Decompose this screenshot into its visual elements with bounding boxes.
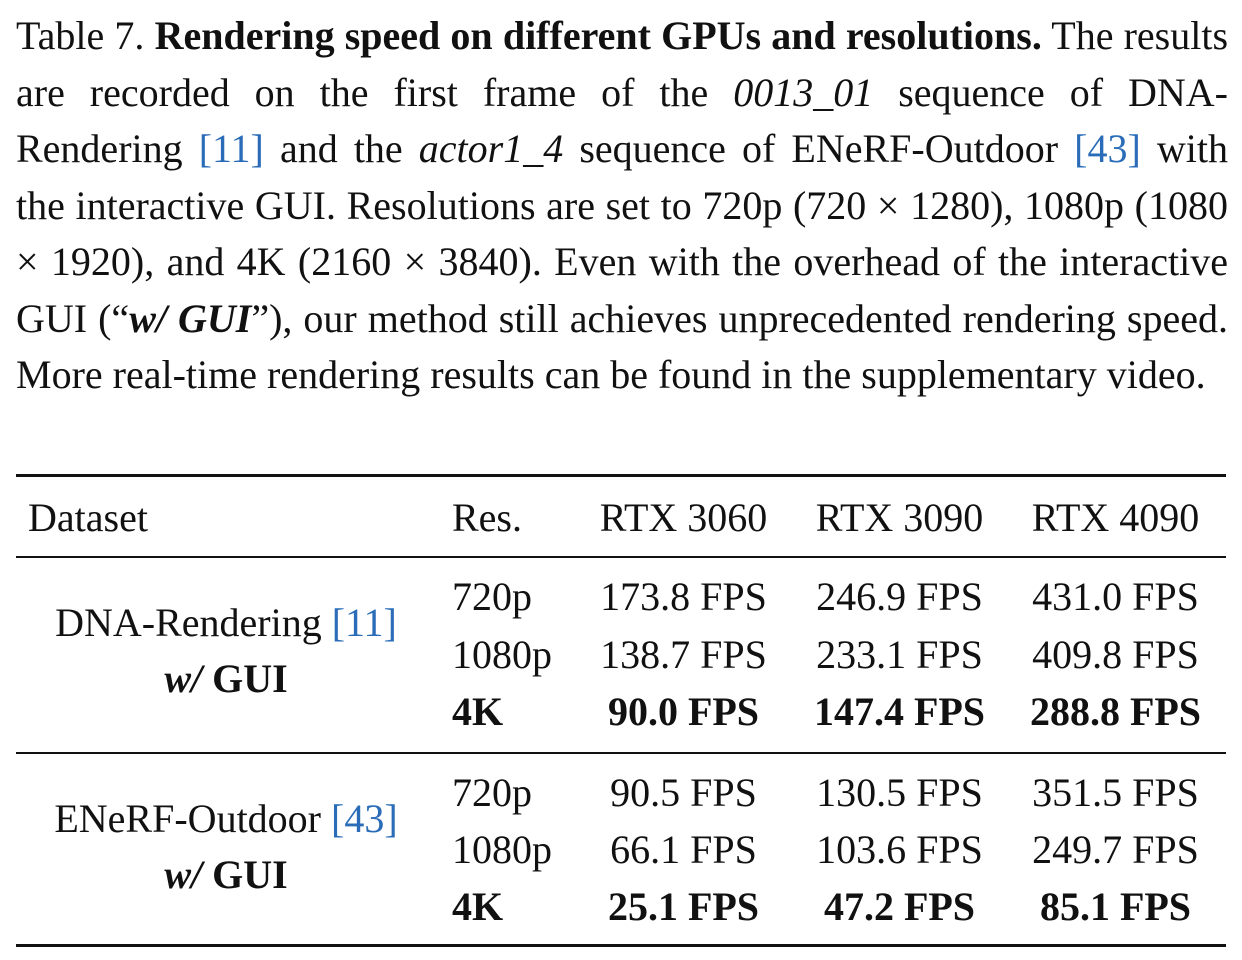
citation-link[interactable]: [43] <box>331 796 398 841</box>
table-caption: Table 7. Rendering speed on different GP… <box>16 8 1228 404</box>
fps-cell: 90.5 FPS <box>610 770 757 815</box>
dataset-modifier: w/ GUI <box>28 655 424 703</box>
caption-text: with the interactive GUI. Resolutions ar… <box>16 126 1228 341</box>
fps-cell: 351.5 FPS <box>1032 770 1199 815</box>
fps-cell: 130.5 FPS <box>816 770 983 815</box>
fps-cell: 25.1 FPS <box>607 884 760 929</box>
group-rule <box>16 752 1226 754</box>
res-cell: 1080p <box>452 632 552 677</box>
caption-label: Table 7. <box>16 13 145 58</box>
dataset-label: DNA-Rendering <box>55 600 322 645</box>
citation-link[interactable]: [11] <box>198 126 264 171</box>
fps-cell: 233.1 FPS <box>816 632 983 677</box>
caption-text: sequence of ENeRF-Outdoor <box>579 126 1059 171</box>
fps-cell: 246.9 FPS <box>816 574 983 619</box>
fps-cell: 147.4 FPS <box>813 689 986 734</box>
fps-cell: 85.1 FPS <box>1039 884 1192 929</box>
header-gpu: RTX 4090 <box>1031 495 1200 540</box>
caption-text: ”), our method still achieves unpreceden… <box>16 295 1228 398</box>
caption-title: Rendering speed on different GPUs and re… <box>154 13 1042 58</box>
caption-text: sequence of DNA-Rendering <box>16 69 1229 172</box>
dataset-name: DNA-Rendering [11] <box>28 599 424 647</box>
fps-cell: 249.7 FPS <box>1032 827 1199 872</box>
bottom-rule <box>16 944 1226 947</box>
citation-link[interactable]: [43] <box>1074 126 1141 171</box>
header-gpu: RTX 3060 <box>599 495 768 540</box>
dataset-name: ENeRF-Outdoor [43] <box>28 795 424 843</box>
caption-text: and the <box>279 126 403 171</box>
fps-cell: 103.6 FPS <box>816 827 983 872</box>
sequence-name: actor1_4 <box>418 126 564 171</box>
fps-cell: 431.0 FPS <box>1032 574 1199 619</box>
fps-cell: 288.8 FPS <box>1029 689 1202 734</box>
caption-text: The results are recorded on the first fr… <box>16 13 1229 115</box>
citation-link[interactable]: [11] <box>331 600 397 645</box>
fps-cell: 66.1 FPS <box>610 827 757 872</box>
res-cell: 1080p <box>452 827 552 872</box>
res-cell: 720p <box>452 770 532 815</box>
res-cell: 720p <box>452 574 532 619</box>
header-rule <box>16 556 1226 558</box>
fps-cell: 173.8 FPS <box>600 574 767 619</box>
header-gpu: RTX 3090 <box>815 495 984 540</box>
fps-cell: 90.0 FPS <box>607 689 760 734</box>
fps-cell: 47.2 FPS <box>823 884 976 929</box>
header-dataset: Dataset <box>28 495 148 540</box>
res-cell: 4K <box>452 884 504 929</box>
modifier-italic: w/ <box>164 852 203 897</box>
sequence-name: 0013_01 <box>733 69 874 115</box>
header-res: Res. <box>452 495 522 540</box>
top-rule <box>16 474 1226 477</box>
modifier-bold: GUI <box>212 656 288 701</box>
res-cell: 4K <box>452 689 504 734</box>
fps-cell: 409.8 FPS <box>1032 632 1199 677</box>
dataset-label: ENeRF-Outdoor <box>54 796 321 841</box>
modifier-italic: w/ <box>164 656 203 701</box>
dataset-modifier: w/ GUI <box>28 851 424 899</box>
fps-cell: 138.7 FPS <box>600 632 767 677</box>
gui-term: w/ GUI <box>129 295 252 341</box>
modifier-bold: GUI <box>212 852 288 897</box>
